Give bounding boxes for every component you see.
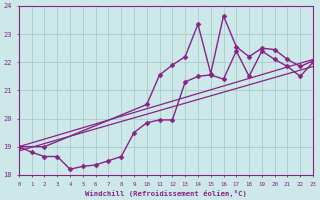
X-axis label: Windchill (Refroidissement éolien,°C): Windchill (Refroidissement éolien,°C) [85, 190, 247, 197]
